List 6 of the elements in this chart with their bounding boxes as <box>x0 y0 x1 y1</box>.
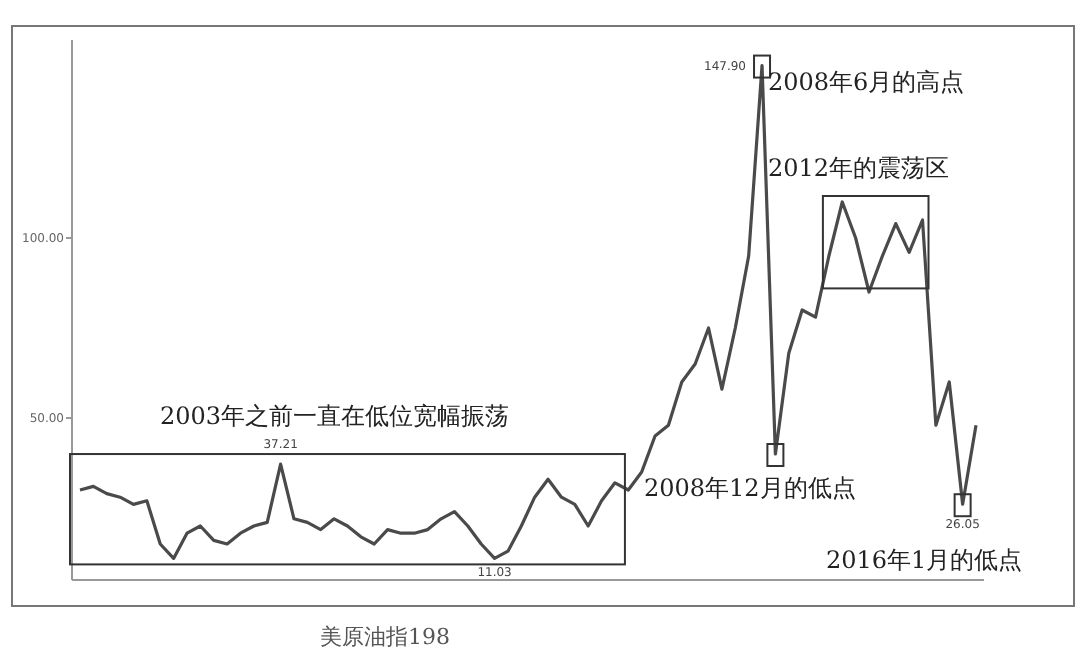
annotation: 2016年1月的低点 <box>826 546 1023 574</box>
annotation: 2008年6月的高点 <box>768 68 965 96</box>
annotation: 2012年的震荡区 <box>768 154 950 182</box>
text: 美原油指198 <box>320 624 450 650</box>
annotation: 2008年12月的低点 <box>644 474 856 502</box>
annotation: 2003年之前一直在低位宽幅振荡 <box>160 402 510 430</box>
